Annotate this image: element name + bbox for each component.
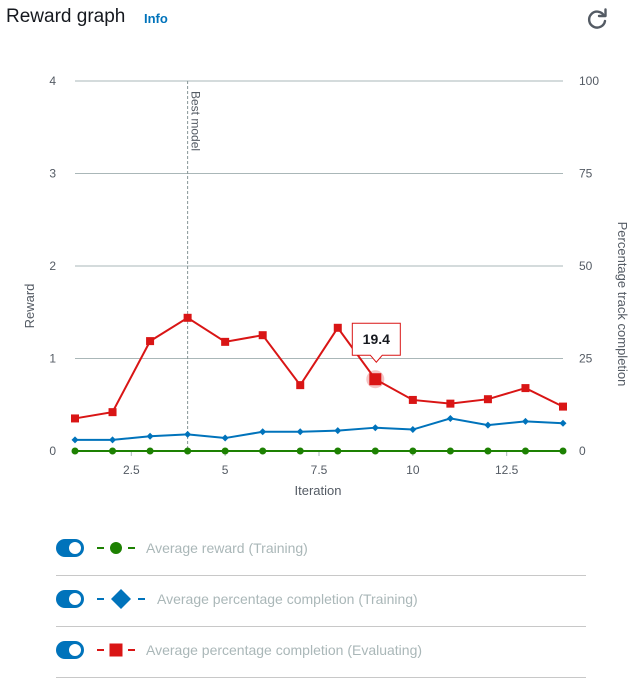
y-tick-label: 3 [49,167,56,181]
series-1-point [371,447,379,455]
y2-tick-label: 50 [579,259,593,273]
series-line-3 [74,316,564,420]
x-axis-title: Iteration [295,483,342,498]
legend-marker-circle-icon [97,542,135,554]
series-2-point [146,432,154,440]
series-1-point [221,447,229,455]
legend-label: Average percentage completion (Training) [157,591,418,607]
series-3-point [333,323,342,332]
y-tick-label: 1 [49,352,56,366]
series-2-point [296,428,304,436]
series-2-point [521,417,529,425]
series-1-point [71,447,79,455]
x-tick-label: 10 [406,463,420,477]
series-1-point [409,447,417,455]
series-3-point [221,337,230,346]
series-toggle[interactable] [56,641,84,659]
series-1-point [109,447,117,455]
x-tick-label: 2.5 [123,463,140,477]
series-1-point [484,447,492,455]
series-3-point [146,337,155,346]
x-tick-label: 12.5 [495,463,519,477]
series-toggle[interactable] [56,539,84,557]
series-3-point [296,381,305,390]
series-2-point [371,424,379,432]
series-1-point [296,447,304,455]
series-toggle[interactable] [56,590,84,608]
series-2-point [446,414,454,422]
legend-label: Average percentage completion (Evaluatin… [146,642,423,658]
reward-chart: 0 1 2 3 4 0 25 50 75 100 2.5 5 7.5 10 12.5 Iteration Rew… [22,74,630,498]
series-3-point [408,395,417,404]
chart-legend: Average reward (Training) Average percent… [56,525,586,678]
y-tick-label: 0 [49,444,56,458]
series-2-point [109,436,117,444]
series-2-point [184,430,192,438]
legend-item: Average reward (Training) [56,525,586,576]
best-model-label: Best model [189,91,203,151]
series-3-point [521,384,530,393]
page-title: Reward graph [6,6,126,27]
series-2-point [484,421,492,429]
series-3-point [183,313,192,322]
header: Reward graph Info [0,0,635,40]
x-tick-label: 7.5 [311,463,328,477]
series-2-point [259,428,267,436]
legend-marker-square-icon [97,643,135,657]
toggle-knob [69,593,81,605]
highlight-point [369,373,382,386]
info-link[interactable]: Info [144,11,168,26]
tooltip-value: 19.4 [363,331,390,347]
series-1-point [146,447,154,455]
y-axis-title: Reward [22,284,37,329]
series-3-point [483,395,492,404]
series-2-point [559,419,567,427]
y-tick-label: 4 [49,74,56,88]
series-3-point [446,399,455,408]
series-1-point [559,447,567,455]
legend-item: Average percentage completion (Training) [56,576,586,627]
y2-tick-label: 25 [579,352,593,366]
toggle-knob [69,542,81,554]
series-2-point [334,427,342,435]
series-1-point [334,447,342,455]
series-line-2 [75,417,564,441]
series-3-point [258,331,267,340]
series-2-point [221,434,229,442]
x-tick-label: 5 [222,463,229,477]
y2-tick-label: 75 [579,167,593,181]
y2-tick-label: 100 [579,74,599,88]
series-1-point [259,447,267,455]
refresh-icon[interactable] [584,6,610,32]
series-1-point [184,447,192,455]
series-3-point [108,408,117,417]
series-2-point [409,426,417,434]
series-2-point [71,436,79,444]
y2-tick-label: 0 [579,444,586,458]
legend-marker-diamond-icon [97,589,145,609]
y-tick-label: 2 [49,259,56,273]
legend-item: Average percentage completion (Evaluatin… [56,627,586,678]
series-1-point [446,447,454,455]
legend-label: Average reward (Training) [146,540,308,556]
toggle-knob [69,644,81,656]
y2-axis-title: Percentage track completion [615,222,630,387]
series-3-point [71,414,79,423]
series-3-point [559,402,567,411]
series-1-point [521,447,529,455]
tooltip-box [351,322,401,363]
